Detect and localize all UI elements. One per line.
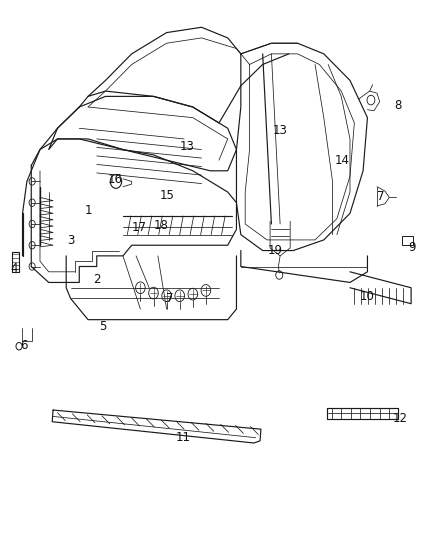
Text: 7: 7: [377, 190, 384, 203]
Text: 15: 15: [160, 189, 175, 202]
Text: 1: 1: [84, 204, 92, 217]
FancyBboxPatch shape: [12, 252, 19, 272]
Text: 17: 17: [132, 221, 147, 233]
Text: 18: 18: [154, 219, 169, 231]
Text: 13: 13: [180, 140, 195, 154]
Text: 6: 6: [20, 338, 27, 352]
Text: 10: 10: [360, 290, 375, 303]
Text: 4: 4: [10, 262, 18, 275]
Text: 13: 13: [273, 124, 288, 138]
Text: 12: 12: [393, 412, 408, 425]
Text: 16: 16: [108, 173, 123, 186]
Text: 7: 7: [166, 292, 174, 305]
Text: 9: 9: [408, 241, 416, 254]
Text: 11: 11: [176, 431, 191, 444]
Text: 8: 8: [394, 100, 402, 112]
Text: 2: 2: [93, 273, 100, 286]
Text: 14: 14: [335, 154, 350, 167]
Bar: [403, 236, 413, 245]
Text: 3: 3: [67, 235, 74, 247]
Text: 19: 19: [267, 244, 283, 257]
Text: 5: 5: [99, 320, 107, 333]
